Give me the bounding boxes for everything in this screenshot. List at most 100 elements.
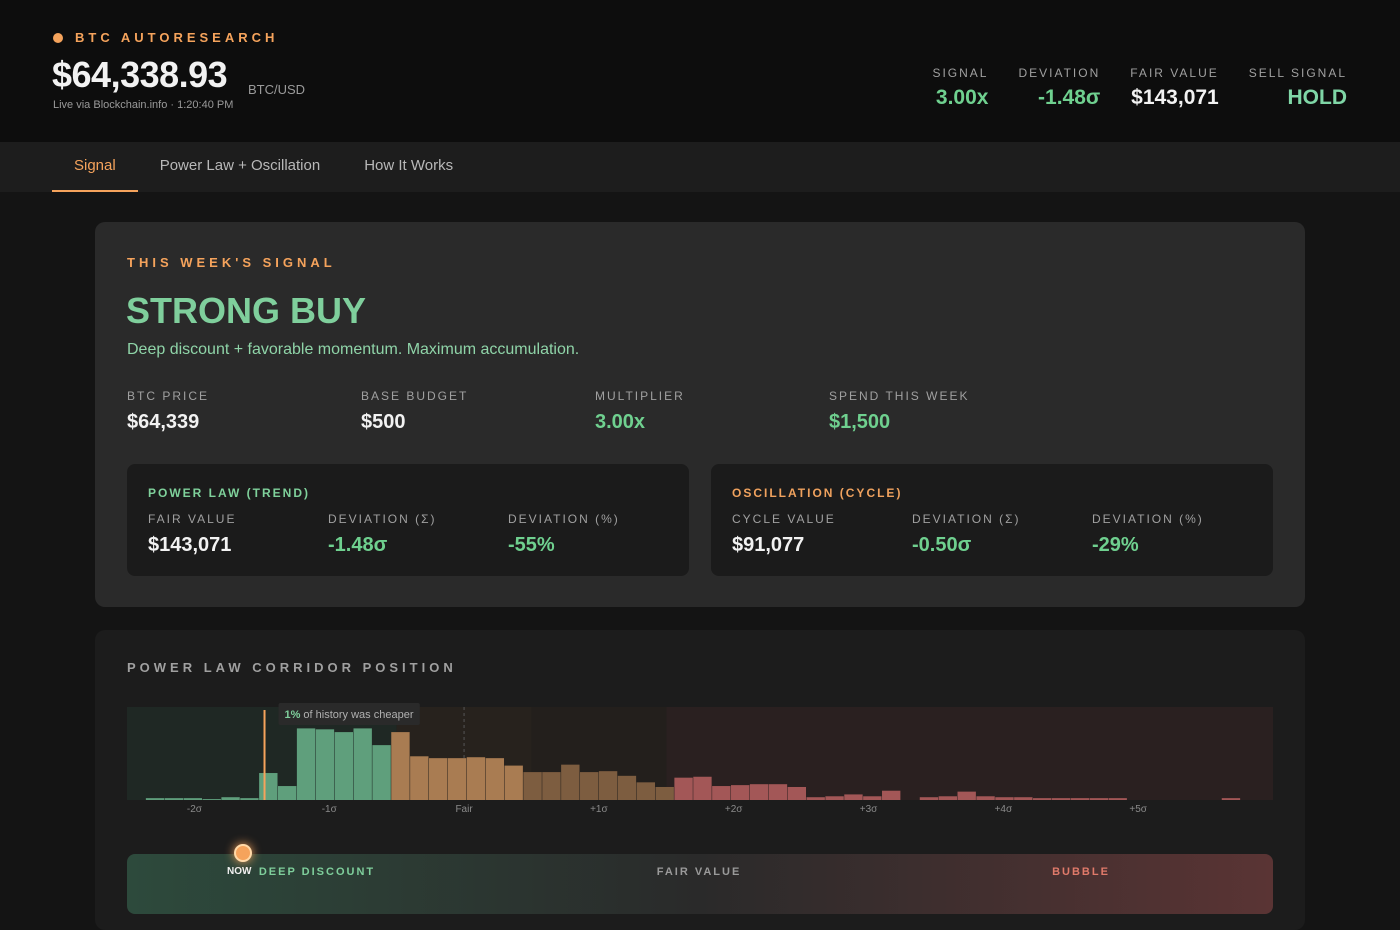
bar [1089,798,1109,800]
panel-items: FAIR VALUE $143,071 DEVIATION (Σ) -1.48σ DEV… [148,512,688,557]
bar [485,758,505,800]
bar [674,777,693,800]
bar [580,772,599,800]
bar [749,784,769,800]
metric-label: BTC PRICE [127,389,210,403]
bar [882,790,901,800]
corridor-card: POWER LAW CORRIDOR POSITION -2σ -1σ Fair +1… [95,630,1305,930]
bar [731,785,750,800]
bar [466,757,486,800]
price: $64,338.93 [52,54,228,95]
item-value: $91,077 [732,534,805,556]
item-label: DEVIATION (%) [508,512,620,526]
source: Live via Blockchain.info · 1:20:40 PM [53,99,234,111]
panel-item: DEVIATION (%) -55% [508,512,688,557]
stat: DEVIATION -1.48σ [1018,66,1100,110]
bar [1108,798,1127,800]
bar [447,758,467,800]
bar [693,776,712,800]
metric: BASE BUDGET $500 [361,389,595,434]
bar [372,745,391,800]
item-label: FAIR VALUE [148,512,237,526]
bar [919,797,939,800]
metric-value: $1,500 [829,411,891,433]
bar [504,765,523,800]
description: Deep discount + favorable momentum. Maxi… [127,341,580,358]
panel-items: CYCLE VALUE $91,077 DEVIATION (Σ) -0.50σ DEV… [732,512,1272,557]
panel: OSCILLATION (CYCLE) CYCLE VALUE $91,077 DEV… [711,464,1273,576]
panel: POWER LAW (TREND) FAIR VALUE $143,071 DEVIA… [127,464,689,576]
chart-title: POWER LAW CORRIDOR POSITION [127,660,457,675]
pair: BTC/USD [248,82,306,97]
bar [938,796,958,800]
histogram: -2σ -1σ Fair +1σ +2σ +3σ +4σ +5σ 1% of history wa… [127,703,1273,815]
tab[interactable]: Signal [52,142,138,192]
bar [1221,798,1241,800]
panel-item: CYCLE VALUE $91,077 [732,512,912,557]
stat-value: -1.48σ [1038,86,1101,109]
stat-label: FAIR VALUE [1130,66,1219,80]
bar [1070,798,1090,800]
now-dot [234,844,252,862]
item-value: -1.48σ [328,534,388,556]
item-label: DEVIATION (Σ) [328,512,437,526]
bar [768,784,788,800]
verdict: STRONG BUY [126,290,367,331]
bar [957,791,976,800]
stat-value: $143,071 [1131,86,1219,109]
corridor-label: BUBBLE [1052,866,1110,878]
item-label: DEVIATION (%) [1092,512,1204,526]
bar [844,794,863,800]
metric: BTC PRICE $64,339 [127,389,361,434]
brand: BTC AUTORESEARCH [75,30,279,45]
bar [542,772,561,800]
bar [617,775,637,800]
bar [429,758,448,800]
stat: SELL SIGNAL HOLD [1249,66,1347,110]
bar [296,728,316,800]
x-tick-label: -2σ [187,804,203,815]
bar [1051,798,1071,800]
stat-value: 3.00x [935,86,989,109]
tab-bar: Signal Power Law + Oscillation How It Work… [0,142,1400,192]
item-label: CYCLE VALUE [732,512,836,526]
tab[interactable]: How It Works [364,157,454,174]
item-value: -55% [508,534,555,556]
metric: SPEND THIS WEEK $1,500 [829,389,1063,434]
bar [598,771,618,800]
header-stats: SIGNAL 3.00x DEVIATION -1.48σ FAIR VALUE $143… [932,66,1347,110]
stat-label: SIGNAL [932,66,989,80]
bar [145,798,165,800]
metric-value: $64,339 [127,411,200,433]
header: BTC AUTORESEARCH $64,338.93 BTC/USD Live… [0,0,1400,142]
panel-item: DEVIATION (Σ) -0.50σ [912,512,1092,557]
card-label: THIS WEEK'S SIGNAL [127,255,336,270]
tab[interactable]: Power Law + Oscillation [159,157,321,174]
metric-label: SPEND THIS WEEK [829,389,970,403]
stat-value: HOLD [1287,86,1348,109]
bar [636,782,656,800]
item-label: DEVIATION (Σ) [912,512,1021,526]
item-value: $143,071 [148,534,232,556]
bar [712,786,731,800]
bar [221,797,240,800]
bar [976,796,995,800]
bar [410,756,429,800]
x-tick-label: Fair [455,804,473,815]
x-tick-label: +3σ [860,804,878,815]
bar [806,797,825,800]
item-value: -0.50σ [912,534,972,556]
bar [334,732,354,800]
bar [202,799,221,800]
bar [240,798,259,800]
x-tick-label: +4σ [995,804,1013,815]
metric-label: BASE BUDGET [361,389,469,403]
bar [1014,797,1033,800]
corridor-label: FAIR VALUE [656,866,742,878]
metrics: BTC PRICE $64,339 BASE BUDGET $500 MULTIPLIE… [127,389,1063,434]
panel-title: OSCILLATION (CYCLE) [732,486,903,500]
bar [561,764,580,800]
annotation-box [278,703,420,725]
x-tick-label: +5σ [1129,804,1147,815]
